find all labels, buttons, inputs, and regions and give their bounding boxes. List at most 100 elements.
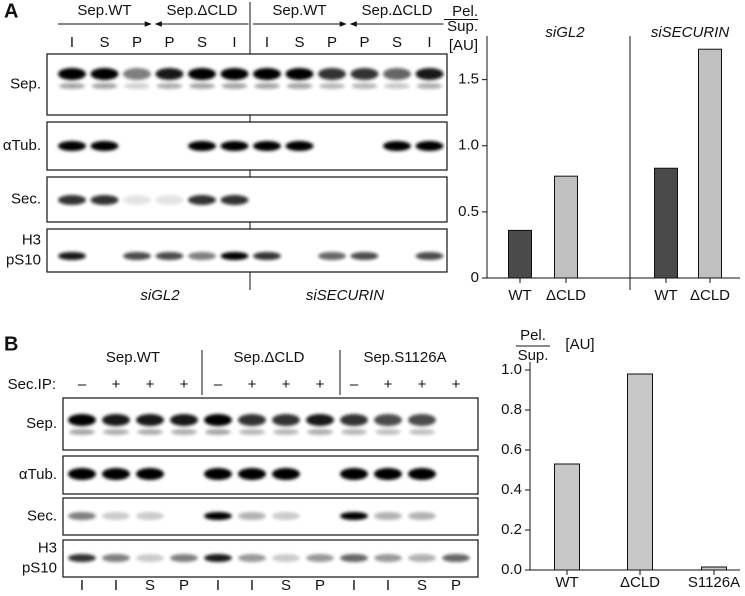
row-label: pS10 <box>22 559 57 576</box>
band <box>238 468 266 480</box>
group-label: Sep.WT <box>106 349 160 366</box>
band <box>408 414 436 426</box>
band <box>204 468 232 480</box>
band <box>383 68 411 80</box>
band <box>103 429 129 435</box>
band <box>90 195 119 205</box>
y-label: Pel. <box>520 327 546 344</box>
row-label: Sec. <box>11 190 41 207</box>
band <box>285 68 314 80</box>
y-tick-label: 0.5 <box>458 203 479 220</box>
band <box>171 429 197 435</box>
band <box>306 414 334 426</box>
band <box>350 68 379 80</box>
lane-label: P <box>164 34 174 51</box>
band <box>253 141 281 151</box>
band <box>58 141 86 151</box>
band <box>102 512 130 520</box>
lane-label: I <box>265 34 269 51</box>
panel-label: A <box>4 0 18 22</box>
blot-frame <box>46 228 448 273</box>
panel-label: B <box>4 333 18 355</box>
band <box>253 252 281 260</box>
ip-sign: – <box>78 376 87 393</box>
y-tick-label: 0.0 <box>501 561 522 578</box>
lane-label: S <box>294 34 304 51</box>
x-tick-label: S1126A <box>688 574 740 591</box>
band <box>204 512 232 520</box>
row-label: αTub. <box>19 466 57 483</box>
y-label: [AU] <box>565 336 594 353</box>
x-tick-label: ΔCLD <box>620 574 660 591</box>
lane-label: S <box>197 34 207 51</box>
lane-label: I <box>80 577 84 594</box>
y-label: Sup. <box>518 347 549 364</box>
lane-label: S <box>392 34 402 51</box>
band <box>90 68 119 80</box>
band <box>340 414 368 426</box>
blot-frame <box>62 397 479 451</box>
band <box>59 83 85 89</box>
band <box>409 429 435 435</box>
lane-label: I <box>250 577 254 594</box>
band <box>272 468 300 480</box>
y-tick-label: 0 <box>471 269 479 286</box>
band <box>137 429 163 435</box>
band <box>408 512 436 520</box>
band <box>58 252 86 260</box>
band <box>307 429 333 435</box>
band <box>155 195 184 205</box>
ip-label: Sec.IP: <box>8 376 56 393</box>
band <box>204 554 232 562</box>
band <box>221 83 248 89</box>
band <box>102 414 130 426</box>
band <box>188 195 216 205</box>
bar <box>554 175 578 279</box>
group-label: Sep.WT <box>272 2 326 19</box>
band <box>170 554 198 562</box>
lane-label: P <box>179 577 189 594</box>
group-label: Sep.ΔCLD <box>362 2 433 19</box>
band <box>272 554 300 562</box>
band <box>254 83 280 89</box>
band <box>90 141 119 151</box>
condition-label: siSECURIN <box>306 287 385 304</box>
ip-sign: + <box>316 376 325 393</box>
lane-label: S <box>145 577 155 594</box>
band <box>68 468 96 480</box>
row-label: H3 <box>22 231 41 248</box>
lane-label: S <box>281 577 291 594</box>
band <box>124 83 150 89</box>
y-label: Sup. <box>447 18 478 35</box>
band <box>136 554 164 562</box>
band <box>416 83 443 89</box>
band <box>220 252 249 260</box>
band <box>155 252 184 260</box>
band <box>188 68 216 80</box>
band <box>204 414 232 426</box>
y-label: [AU] <box>449 37 478 54</box>
band <box>58 68 86 80</box>
row-label: αTub. <box>3 137 41 154</box>
band <box>318 252 346 260</box>
band <box>340 468 368 480</box>
ip-sign: + <box>418 376 427 393</box>
band <box>351 83 378 89</box>
y-tick-label: 1.0 <box>501 361 522 378</box>
row-label: H3 <box>38 539 57 556</box>
band <box>189 83 215 89</box>
band <box>68 554 96 562</box>
band <box>188 252 216 260</box>
lane-label: P <box>132 34 142 51</box>
band <box>253 68 281 80</box>
y-tick-label: 0.8 <box>501 401 522 418</box>
ip-sign: + <box>180 376 189 393</box>
band <box>374 512 402 520</box>
x-tick-label: ΔCLD <box>546 287 586 304</box>
y-tick-label: 1.0 <box>458 137 479 154</box>
band <box>102 554 130 562</box>
bar <box>701 566 727 571</box>
band <box>91 83 118 89</box>
lane-label: P <box>359 34 369 51</box>
band <box>136 414 164 426</box>
